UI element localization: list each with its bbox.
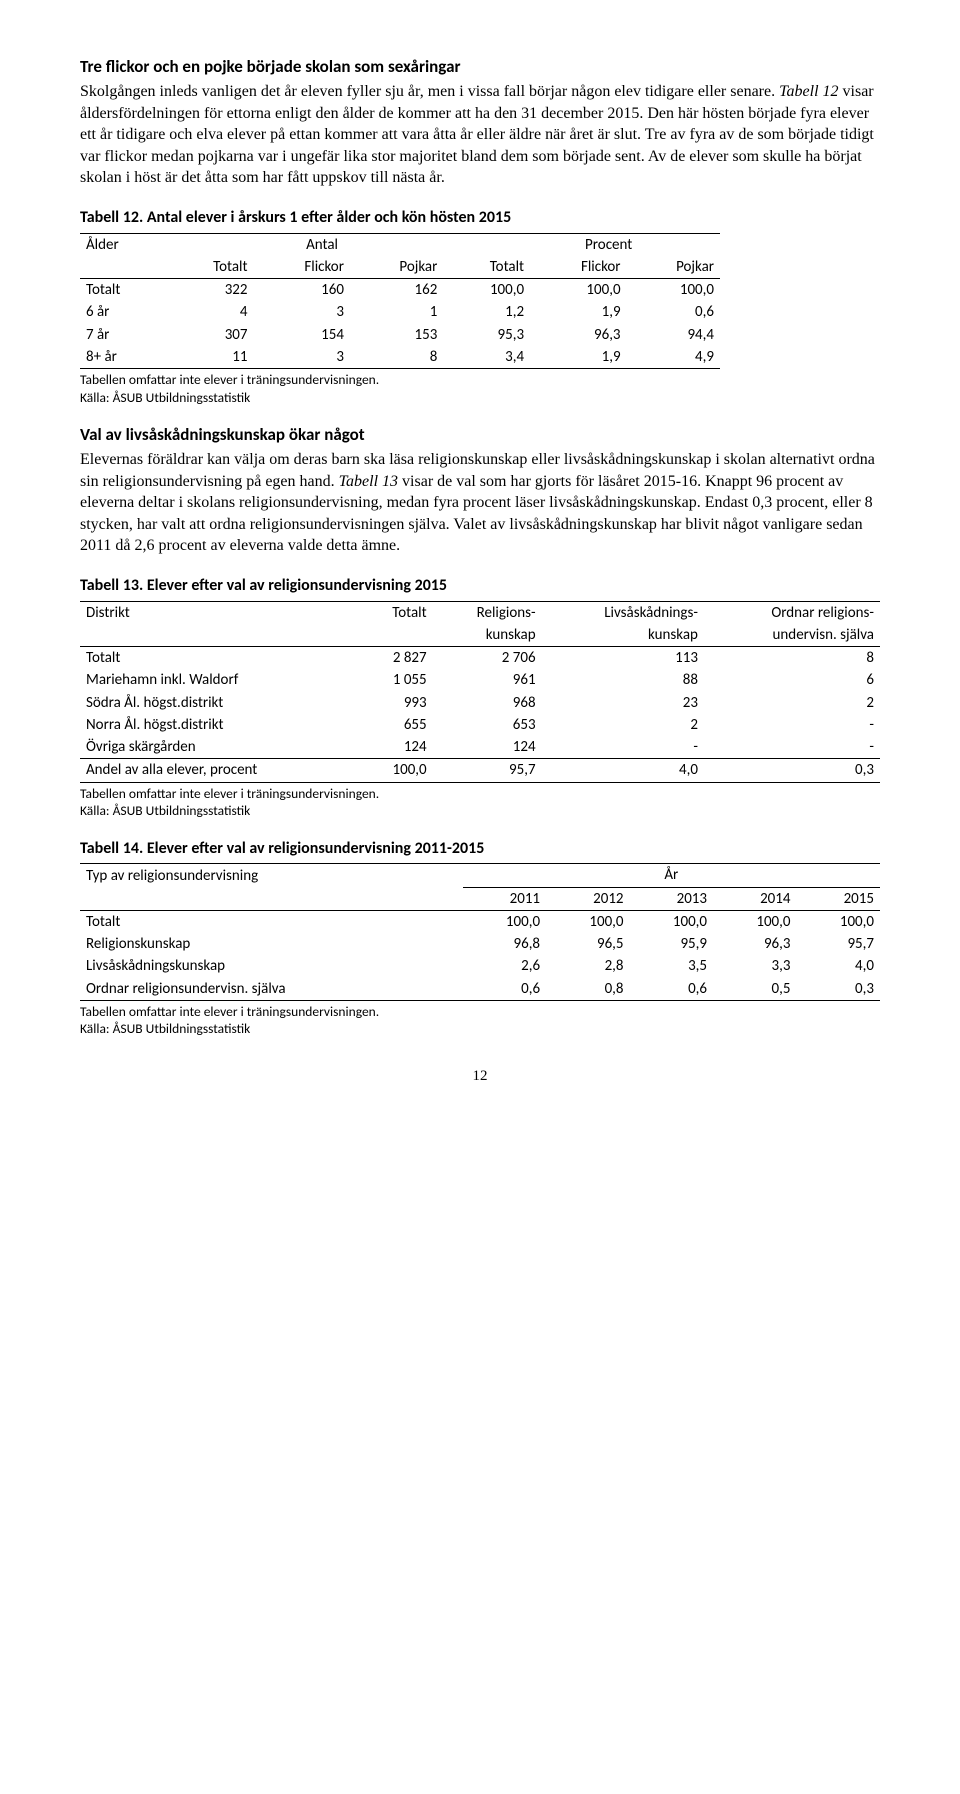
- page-number: 12: [80, 1066, 880, 1086]
- table13-note1: Tabellen omfattar inte elever i tränings…: [80, 785, 880, 803]
- table12-note2: Källa: ÅSUB Utbildningsstatistik: [80, 389, 880, 407]
- table12-sub-pojkar2: Pojkar: [627, 256, 720, 279]
- table13-sum-c2: 95,7: [433, 759, 542, 782]
- table12: Ålder Antal Procent Totalt Flickor Pojka…: [80, 233, 720, 370]
- table13-h-rel1: Religions-: [433, 601, 542, 624]
- table13-h-liv1: Livsåskådnings-: [542, 601, 704, 624]
- table12-h-alder: Ålder: [80, 233, 167, 256]
- table-row: 6 år4311,21,90,6: [80, 301, 720, 323]
- table12-title: Tabell 12. Antal elever i årskurs 1 efte…: [80, 207, 880, 229]
- table13-sum-c3: 4,0: [542, 759, 704, 782]
- table13-h-ord1: Ordnar religions-: [704, 601, 880, 624]
- table-row: Övriga skärgården124124--: [80, 736, 880, 759]
- table14-h-ar: År: [463, 864, 880, 887]
- table13-note2: Källa: ÅSUB Utbildningsstatistik: [80, 802, 880, 820]
- table13: Distrikt Totalt Religions- Livsåskådning…: [80, 601, 880, 783]
- table13-sum-c4: 0,3: [704, 759, 880, 782]
- table12-sub-totalt1: Totalt: [167, 256, 254, 279]
- table12-sub-flickor1: Flickor: [254, 256, 350, 279]
- table14-year: 2011: [463, 887, 546, 910]
- section-body-2: Elevernas föräldrar kan välja om deras b…: [80, 449, 880, 557]
- section-heading-1: Tre flickor och en pojke började skolan …: [80, 56, 880, 79]
- section-body-1: Skolgången inleds vanligen det år eleven…: [80, 81, 880, 189]
- table14-year: 2013: [630, 887, 713, 910]
- table13-sum-c1: 100,0: [361, 759, 432, 782]
- table-row: Totalt322160162100,0100,0100,0: [80, 279, 720, 302]
- table13-sumlabel: Andel av alla elever, procent: [80, 759, 361, 782]
- table14-note2: Källa: ÅSUB Utbildningsstatistik: [80, 1020, 880, 1038]
- table12-sub-totalt2: Totalt: [443, 256, 530, 279]
- table12-h-antal: Antal: [167, 233, 444, 256]
- table12-note1: Tabellen omfattar inte elever i tränings…: [80, 371, 880, 389]
- table14-year: 2014: [713, 887, 796, 910]
- table13-h-totalt: Totalt: [361, 601, 432, 624]
- table-row: Mariehamn inkl. Waldorf1 055961886: [80, 669, 880, 691]
- table14-title: Tabell 14. Elever efter val av religions…: [80, 838, 880, 860]
- table13-h-ord2: undervisn. själva: [704, 624, 880, 647]
- section-heading-2: Val av livsåskådningskunskap ökar något: [80, 424, 880, 447]
- table13-title: Tabell 13. Elever efter val av religions…: [80, 575, 880, 597]
- table-row: Södra Ål. högst.distrikt993968232: [80, 692, 880, 714]
- table14-year: 2012: [546, 887, 629, 910]
- table12-sub-flickor2: Flickor: [530, 256, 626, 279]
- table-row: 8+ år11383,41,94,9: [80, 346, 720, 369]
- table12-h-procent: Procent: [443, 233, 720, 256]
- table14-year: 2015: [797, 887, 881, 910]
- table-row: Totalt2 8272 7061138: [80, 647, 880, 670]
- table-row: Totalt100,0100,0100,0100,0100,0: [80, 910, 880, 933]
- table-row: Norra Ål. högst.distrikt6556532-: [80, 714, 880, 736]
- table-row: Livsåskådningskunskap2,62,83,53,34,0: [80, 955, 880, 977]
- table14-h-typ: Typ av religionsundervisning: [80, 864, 463, 887]
- table14-note1: Tabellen omfattar inte elever i tränings…: [80, 1003, 880, 1021]
- table13-h-distrikt: Distrikt: [80, 601, 361, 624]
- table-row: Ordnar religionsundervisn. själva0,60,80…: [80, 978, 880, 1001]
- table14: Typ av religionsundervisning År 20112012…: [80, 863, 880, 1001]
- table13-h-liv2: kunskap: [542, 624, 704, 647]
- table12-sub-pojkar1: Pojkar: [350, 256, 443, 279]
- table-row: 7 år30715415395,396,394,4: [80, 324, 720, 346]
- table13-h-rel2: kunskap: [433, 624, 542, 647]
- table-row: Religionskunskap96,896,595,996,395,7: [80, 933, 880, 955]
